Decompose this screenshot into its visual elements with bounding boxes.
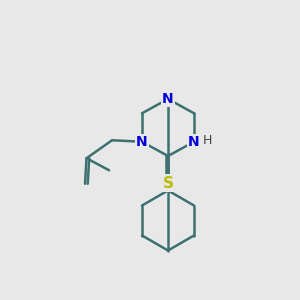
Text: H: H: [203, 134, 212, 147]
Text: N: N: [188, 135, 200, 149]
Text: N: N: [162, 92, 174, 106]
Text: S: S: [163, 176, 173, 190]
Text: N: N: [136, 135, 148, 149]
